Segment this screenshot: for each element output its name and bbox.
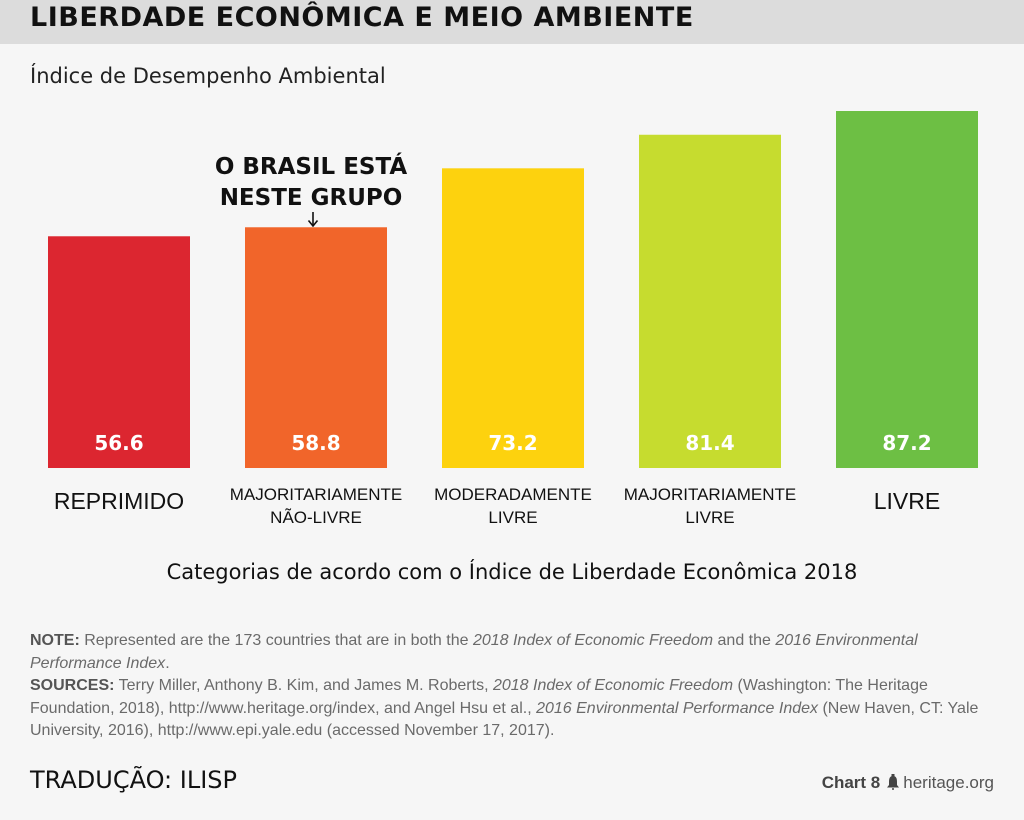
note-text-2: and the — [713, 632, 776, 649]
note-italic-2: 2016 Environmental Performance Index — [30, 632, 918, 672]
category-label-0-line-0: REPRIMIDO — [54, 488, 184, 514]
y-axis-label: Índice de Desempenho Ambiental — [30, 64, 386, 88]
category-label-2: MODERADAMENTE LIVRE — [434, 485, 592, 527]
note-text-3: . — [165, 654, 170, 672]
sources-italic-1: 2018 Index of Economic Freedom — [492, 677, 734, 694]
sources-italic-2: 2016 Environmental Performance Index — [536, 699, 819, 717]
sources-label: SOURCES: — [30, 677, 115, 694]
title-band — [0, 0, 1024, 44]
sources-text-2: (Washington: The Heritage Foundation, 20… — [30, 677, 928, 717]
category-label-1: MAJORITARIAMENTE NÃO-LIVRE — [230, 485, 403, 527]
annotation-line-1: O BRASIL ESTÁ — [214, 154, 408, 180]
bar-value-label-2: 73.2 — [488, 431, 537, 455]
sources-text-3: (New Haven, CT: Yale University, 2016), … — [30, 699, 979, 740]
note-text-1: Represented are the 173 countries that a… — [79, 632, 473, 649]
site-name: heritage.org — [903, 773, 994, 792]
sources-text-1: Terry Miller, Anthony B. Kim, and James … — [114, 677, 493, 694]
chart-title: LIBERDADE ECONÔMICA E MEIO AMBIENTE — [30, 2, 694, 33]
note-block: NOTE: Represented are the 173 countries … — [30, 630, 990, 675]
bar-value-label-0: 56.6 — [94, 431, 143, 455]
bar-3 — [639, 134, 781, 468]
note-label: NOTE: — [30, 632, 80, 649]
category-label-4-line-0: LIVRE — [874, 488, 940, 514]
bar-0 — [48, 236, 190, 468]
sources-block: SOURCES: Terry Miller, Anthony B. Kim, a… — [30, 675, 990, 743]
bar-2 — [442, 168, 584, 468]
bar-4 — [836, 111, 978, 468]
brazil-annotation: O BRASIL ESTÁ NESTE GRUPO — [200, 152, 422, 214]
category-label-3-line-0: MAJORITARIAMENTE — [624, 485, 797, 504]
category-label-3-line-1: LIVRE — [685, 508, 734, 527]
chart-credit: Chart 8 heritage.org — [822, 773, 994, 793]
category-label-0: REPRIMIDO — [54, 488, 184, 514]
liberty-bell-icon — [887, 774, 900, 790]
bar-chart: 56.6 REPRIMIDO 58.8 MAJORITARIAMENTE NÃO-LIV… — [48, 111, 978, 527]
category-label-1-line-0: MAJORITARIAMENTE — [230, 485, 403, 504]
chart-number: Chart 8 — [821, 773, 881, 792]
bar-value-label-1: 58.8 — [291, 431, 340, 455]
category-label-2-line-1: LIVRE — [488, 508, 537, 527]
footnotes: NOTE: Represented are the 173 countries … — [30, 630, 990, 743]
down-arrow-icon — [307, 212, 319, 228]
annotation-line-2: NESTE GRUPO — [219, 185, 403, 211]
note-italic-1: 2018 Index of Economic Freedom — [472, 632, 714, 649]
bar-value-label-3: 81.4 — [685, 431, 734, 455]
category-label-2-line-0: MODERADAMENTE — [434, 485, 592, 504]
category-label-1-line-1: NÃO-LIVRE — [270, 508, 362, 527]
category-label-4: LIVRE — [874, 488, 940, 514]
translation-credit: TRADUÇÃO: ILISP — [30, 766, 237, 794]
x-axis-label: Categorias de acordo com o Índice de Lib… — [166, 560, 858, 584]
bar-value-label-4: 87.2 — [882, 431, 931, 455]
category-label-3: MAJORITARIAMENTE LIVRE — [624, 485, 797, 527]
bar-1 — [245, 227, 387, 468]
